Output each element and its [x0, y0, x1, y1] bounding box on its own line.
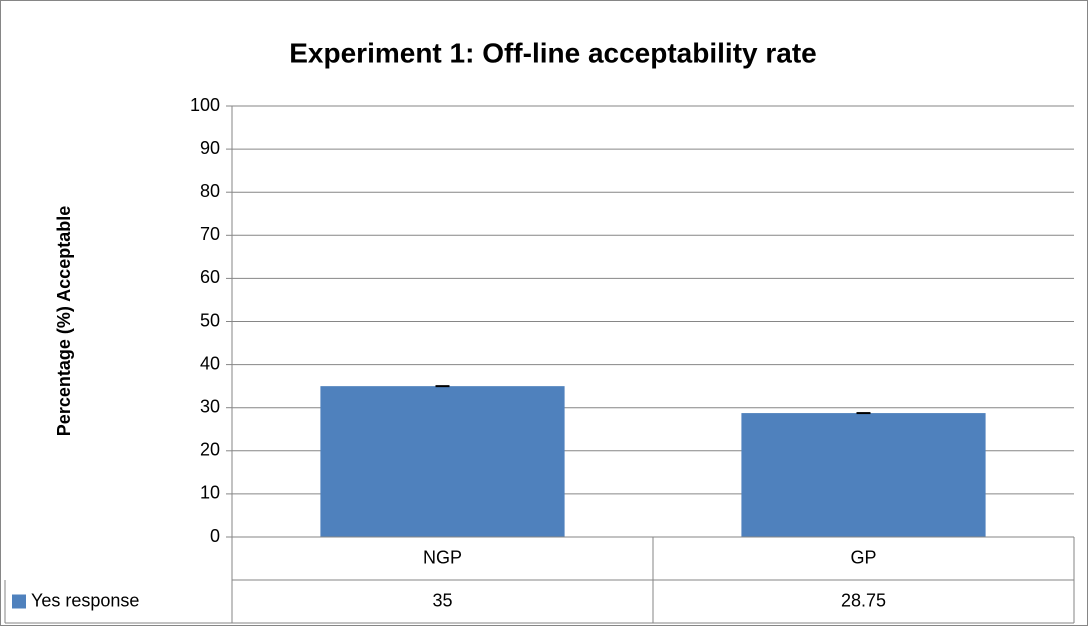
legend-swatch: [12, 594, 26, 609]
y-tick-label: 0: [210, 526, 220, 546]
y-tick-label: 10: [200, 483, 220, 503]
y-tick-label: 100: [190, 95, 220, 115]
legend-label: Yes response: [31, 590, 139, 610]
y-tick-label: 90: [200, 138, 220, 158]
bar: [320, 386, 565, 537]
y-tick-label: 40: [200, 353, 220, 373]
y-axis-label: Percentage (%) Acceptable: [54, 206, 74, 436]
y-tick-label: 30: [200, 396, 220, 416]
y-tick-label: 50: [200, 310, 220, 330]
y-tick-label: 80: [200, 181, 220, 201]
data-table-value: 28.75: [841, 590, 886, 610]
y-tick-label: 70: [200, 224, 220, 244]
y-tick-label: 60: [200, 267, 220, 287]
x-tick-label: NGP: [423, 547, 462, 567]
chart-title: Experiment 1: Off-line acceptability rat…: [289, 37, 817, 68]
y-tick-label: 20: [200, 440, 220, 460]
data-table-value: 35: [432, 590, 452, 610]
x-tick-label: GP: [850, 547, 876, 567]
bar: [741, 413, 986, 537]
